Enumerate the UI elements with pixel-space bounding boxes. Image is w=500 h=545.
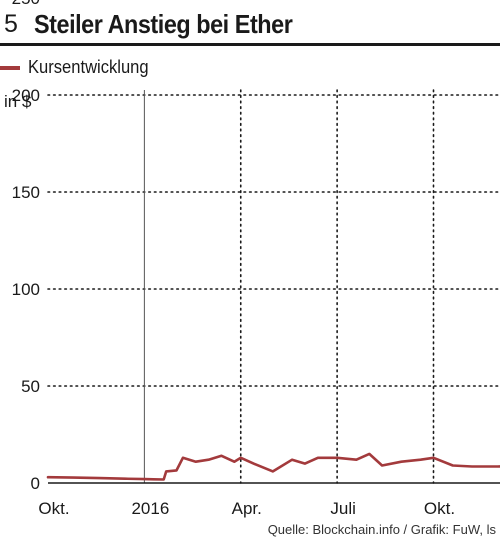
x-tick-label: Okt. bbox=[424, 499, 455, 518]
chart-header: 5 Steiler Anstieg bei Ether bbox=[0, 4, 500, 44]
x-tick-label: Apr. bbox=[232, 499, 262, 518]
header-rule bbox=[0, 43, 500, 46]
legend-swatch bbox=[0, 66, 20, 70]
y-tick-label: 0 bbox=[31, 474, 40, 493]
x-tick-label: 2016 bbox=[131, 499, 169, 518]
y-tick-label: 100 bbox=[12, 280, 40, 299]
y-tick-label: 150 bbox=[12, 183, 40, 202]
y-tick-label: 50 bbox=[21, 377, 40, 396]
y-axis-unit-label: in $ bbox=[4, 92, 32, 111]
chart-title: Steiler Anstieg bei Ether bbox=[34, 9, 293, 39]
legend-label: Kursentwicklung bbox=[28, 57, 149, 77]
y-tick-label: 250 bbox=[12, 0, 40, 8]
series-line-kursentwicklung bbox=[46, 452, 500, 481]
y-tick-label: 200 bbox=[12, 86, 40, 105]
source-note: Quelle: Blockchain.info / Grafik: FuW, l… bbox=[267, 522, 496, 537]
chart-number: 5 bbox=[4, 10, 18, 38]
x-tick-label: Juli bbox=[330, 499, 356, 518]
x-tick-label: Okt. bbox=[38, 499, 69, 518]
